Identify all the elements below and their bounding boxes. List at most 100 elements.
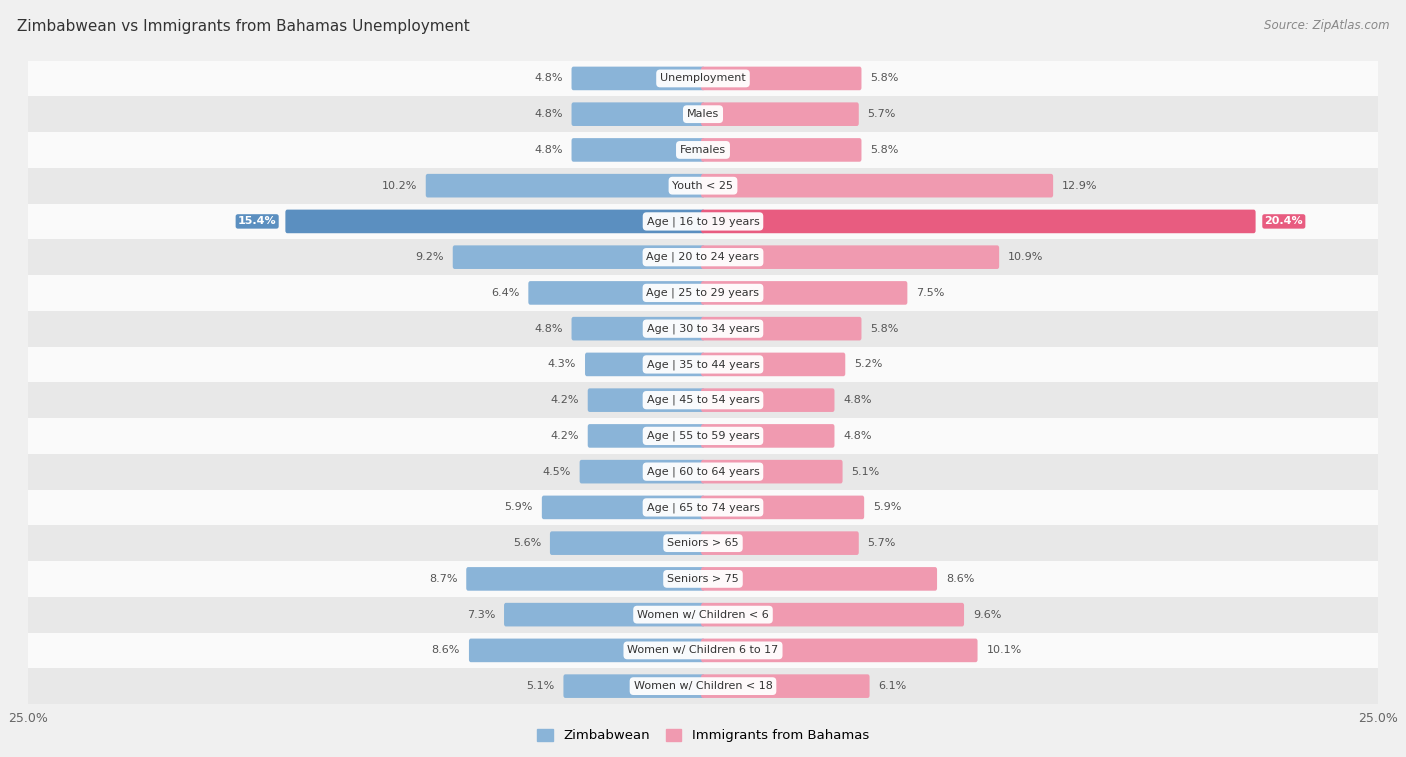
FancyBboxPatch shape xyxy=(28,490,1378,525)
Text: 8.7%: 8.7% xyxy=(429,574,457,584)
Text: Age | 25 to 29 years: Age | 25 to 29 years xyxy=(647,288,759,298)
Text: 7.3%: 7.3% xyxy=(467,609,495,620)
Text: Age | 16 to 19 years: Age | 16 to 19 years xyxy=(647,217,759,226)
FancyBboxPatch shape xyxy=(28,168,1378,204)
Text: Age | 20 to 24 years: Age | 20 to 24 years xyxy=(647,252,759,263)
Text: Males: Males xyxy=(688,109,718,119)
FancyBboxPatch shape xyxy=(28,132,1378,168)
FancyBboxPatch shape xyxy=(564,674,704,698)
FancyBboxPatch shape xyxy=(571,102,704,126)
FancyBboxPatch shape xyxy=(571,67,704,90)
FancyBboxPatch shape xyxy=(503,603,704,627)
FancyBboxPatch shape xyxy=(28,311,1378,347)
FancyBboxPatch shape xyxy=(28,347,1378,382)
Text: Youth < 25: Youth < 25 xyxy=(672,181,734,191)
Text: Women w/ Children 6 to 17: Women w/ Children 6 to 17 xyxy=(627,646,779,656)
FancyBboxPatch shape xyxy=(702,174,1053,198)
FancyBboxPatch shape xyxy=(702,353,845,376)
Text: 6.4%: 6.4% xyxy=(491,288,519,298)
Text: Women w/ Children < 18: Women w/ Children < 18 xyxy=(634,681,772,691)
FancyBboxPatch shape xyxy=(702,496,865,519)
Text: 4.3%: 4.3% xyxy=(548,360,576,369)
FancyBboxPatch shape xyxy=(702,603,965,627)
FancyBboxPatch shape xyxy=(28,61,1378,96)
Text: 4.5%: 4.5% xyxy=(543,466,571,477)
FancyBboxPatch shape xyxy=(453,245,704,269)
Text: 10.2%: 10.2% xyxy=(381,181,416,191)
Text: 4.8%: 4.8% xyxy=(844,431,872,441)
Text: Unemployment: Unemployment xyxy=(661,73,745,83)
Text: 5.2%: 5.2% xyxy=(855,360,883,369)
FancyBboxPatch shape xyxy=(571,138,704,162)
FancyBboxPatch shape xyxy=(702,281,907,305)
Text: 9.6%: 9.6% xyxy=(973,609,1001,620)
Text: Age | 30 to 34 years: Age | 30 to 34 years xyxy=(647,323,759,334)
FancyBboxPatch shape xyxy=(702,639,977,662)
FancyBboxPatch shape xyxy=(28,275,1378,311)
FancyBboxPatch shape xyxy=(585,353,704,376)
Text: Females: Females xyxy=(681,145,725,155)
FancyBboxPatch shape xyxy=(28,597,1378,633)
Text: 4.8%: 4.8% xyxy=(534,324,562,334)
Text: 6.1%: 6.1% xyxy=(879,681,907,691)
Text: 4.8%: 4.8% xyxy=(534,145,562,155)
FancyBboxPatch shape xyxy=(541,496,704,519)
Text: Age | 65 to 74 years: Age | 65 to 74 years xyxy=(647,502,759,512)
FancyBboxPatch shape xyxy=(702,424,835,447)
Text: 12.9%: 12.9% xyxy=(1062,181,1098,191)
Text: 5.1%: 5.1% xyxy=(852,466,880,477)
FancyBboxPatch shape xyxy=(28,418,1378,453)
Text: 5.7%: 5.7% xyxy=(868,538,896,548)
Text: 7.5%: 7.5% xyxy=(917,288,945,298)
FancyBboxPatch shape xyxy=(702,531,859,555)
FancyBboxPatch shape xyxy=(702,67,862,90)
Text: Zimbabwean vs Immigrants from Bahamas Unemployment: Zimbabwean vs Immigrants from Bahamas Un… xyxy=(17,19,470,34)
Text: Age | 35 to 44 years: Age | 35 to 44 years xyxy=(647,359,759,369)
Text: 5.8%: 5.8% xyxy=(870,145,898,155)
Text: 5.6%: 5.6% xyxy=(513,538,541,548)
Text: 5.8%: 5.8% xyxy=(870,73,898,83)
Text: Seniors > 65: Seniors > 65 xyxy=(668,538,738,548)
FancyBboxPatch shape xyxy=(579,459,704,484)
Text: 8.6%: 8.6% xyxy=(946,574,974,584)
Text: 10.9%: 10.9% xyxy=(1008,252,1043,262)
Text: Seniors > 75: Seniors > 75 xyxy=(666,574,740,584)
FancyBboxPatch shape xyxy=(702,674,869,698)
Text: 8.6%: 8.6% xyxy=(432,646,460,656)
FancyBboxPatch shape xyxy=(28,633,1378,668)
FancyBboxPatch shape xyxy=(28,204,1378,239)
FancyBboxPatch shape xyxy=(28,453,1378,490)
Text: 5.8%: 5.8% xyxy=(870,324,898,334)
Text: 5.7%: 5.7% xyxy=(868,109,896,119)
Text: Age | 45 to 54 years: Age | 45 to 54 years xyxy=(647,395,759,406)
FancyBboxPatch shape xyxy=(28,382,1378,418)
Text: Age | 60 to 64 years: Age | 60 to 64 years xyxy=(647,466,759,477)
FancyBboxPatch shape xyxy=(426,174,704,198)
FancyBboxPatch shape xyxy=(470,639,704,662)
FancyBboxPatch shape xyxy=(702,138,862,162)
Text: 9.2%: 9.2% xyxy=(415,252,444,262)
FancyBboxPatch shape xyxy=(588,424,704,447)
FancyBboxPatch shape xyxy=(529,281,704,305)
Text: 4.2%: 4.2% xyxy=(550,395,579,405)
Text: Source: ZipAtlas.com: Source: ZipAtlas.com xyxy=(1264,19,1389,32)
Text: Women w/ Children < 6: Women w/ Children < 6 xyxy=(637,609,769,620)
Text: 4.8%: 4.8% xyxy=(534,73,562,83)
Text: Age | 55 to 59 years: Age | 55 to 59 years xyxy=(647,431,759,441)
Legend: Zimbabwean, Immigrants from Bahamas: Zimbabwean, Immigrants from Bahamas xyxy=(537,729,869,743)
Text: 4.8%: 4.8% xyxy=(534,109,562,119)
FancyBboxPatch shape xyxy=(588,388,704,412)
Text: 10.1%: 10.1% xyxy=(987,646,1022,656)
FancyBboxPatch shape xyxy=(28,561,1378,597)
Text: 5.9%: 5.9% xyxy=(873,503,901,512)
FancyBboxPatch shape xyxy=(702,245,1000,269)
Text: 5.9%: 5.9% xyxy=(505,503,533,512)
FancyBboxPatch shape xyxy=(702,210,1256,233)
FancyBboxPatch shape xyxy=(467,567,704,590)
FancyBboxPatch shape xyxy=(702,388,835,412)
FancyBboxPatch shape xyxy=(702,459,842,484)
FancyBboxPatch shape xyxy=(702,317,862,341)
Text: 20.4%: 20.4% xyxy=(1264,217,1303,226)
FancyBboxPatch shape xyxy=(28,96,1378,132)
FancyBboxPatch shape xyxy=(571,317,704,341)
